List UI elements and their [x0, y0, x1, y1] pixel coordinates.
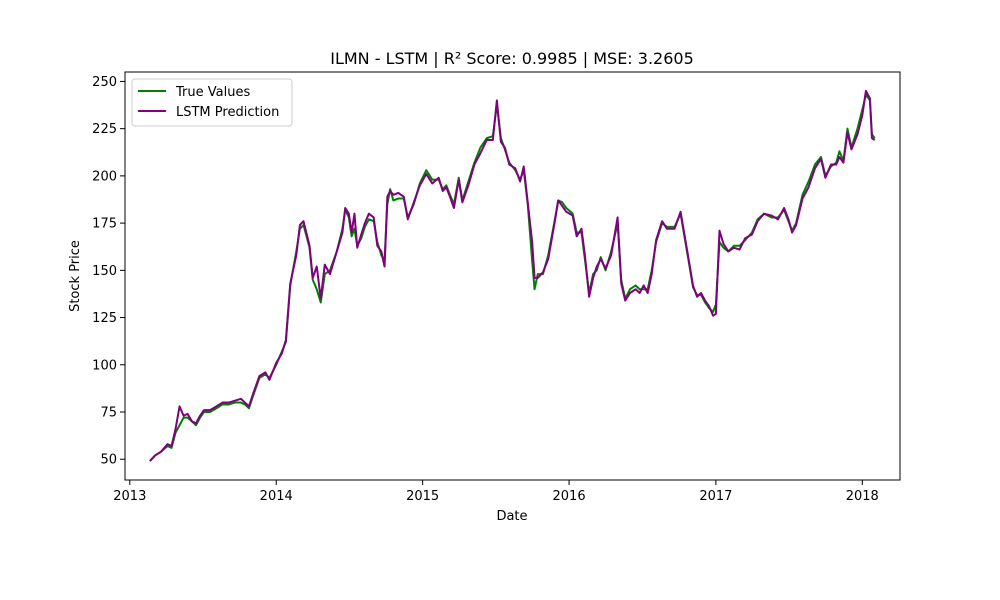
y-tick-label: 125 — [92, 311, 117, 326]
legend-box — [131, 78, 293, 127]
y-tick-label: 250 — [92, 75, 117, 90]
legend-lstm-prediction-label: LSTM Prediction — [176, 105, 279, 120]
y-tick-label: 175 — [92, 217, 117, 232]
legend-true-values-label: True Values — [175, 85, 250, 100]
x-tick-label: 2014 — [260, 489, 293, 504]
plot-area — [125, 72, 900, 480]
x-tick-label: 2016 — [553, 489, 586, 504]
y-tick-label: 100 — [92, 358, 117, 373]
y-axis-label: Stock Price — [68, 240, 83, 312]
x-axis-label: Date — [496, 509, 527, 524]
x-axis: 2013 2014 2015 2016 2017 2018 — [113, 480, 879, 504]
y-tick-label: 200 — [92, 169, 117, 184]
x-tick-label: 2015 — [406, 489, 439, 504]
x-tick-label: 2017 — [699, 489, 732, 504]
y-tick-label: 225 — [92, 122, 117, 137]
plot-frame — [124, 71, 901, 481]
x-tick-label: 2013 — [113, 489, 146, 504]
chart-title: ILMN - LSTM | R² Score: 0.9985 | MSE: 3.… — [330, 49, 694, 68]
y-tick-label: 50 — [100, 453, 117, 468]
legend: True Values LSTM Prediction — [131, 78, 293, 127]
y-axis: 50 75 100 125 150 175 200 225 250 — [92, 75, 125, 468]
x-tick-label: 2018 — [846, 489, 879, 504]
series-line-lstm-prediction — [149, 89, 876, 462]
series-layer — [149, 89, 876, 462]
y-tick-label: 150 — [92, 264, 117, 279]
y-tick-label: 75 — [100, 406, 117, 421]
